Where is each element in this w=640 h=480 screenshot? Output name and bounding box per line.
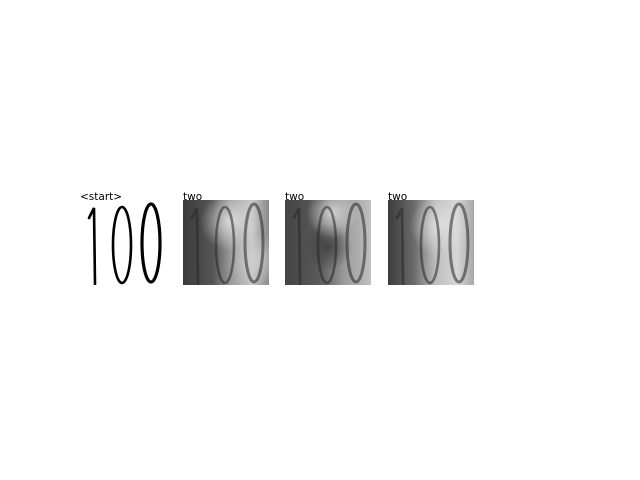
attention-heatmap	[183, 200, 269, 285]
digit-image-100	[80, 200, 166, 285]
panel-attention-2: two	[285, 191, 373, 287]
panel-start: <start>	[80, 191, 168, 287]
attention-heatmap	[388, 200, 474, 285]
panel-attention-3: two	[388, 191, 476, 287]
panel-attention-1: two	[183, 191, 271, 287]
attention-heatmap	[285, 200, 371, 285]
